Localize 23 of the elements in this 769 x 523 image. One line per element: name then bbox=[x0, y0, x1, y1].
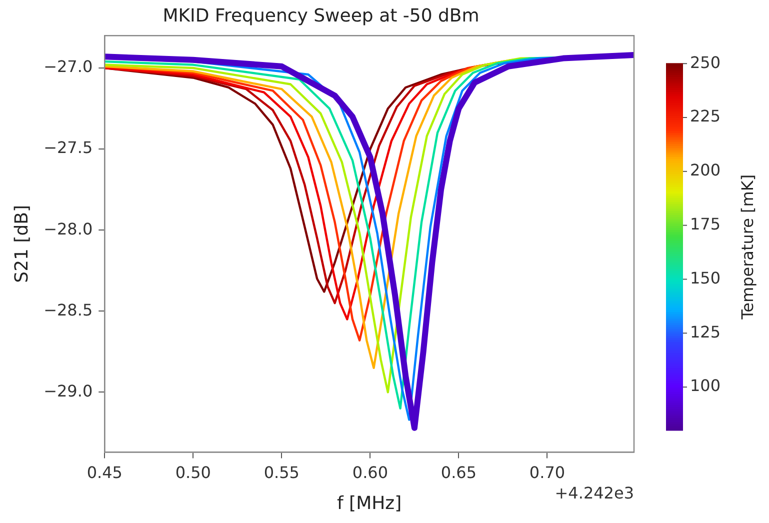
x-tick-label: 0.55 bbox=[264, 462, 300, 482]
color-bar-title: Temperature [mK] bbox=[738, 174, 758, 320]
color-bar-label: 200 bbox=[690, 160, 721, 180]
x-tick-label: 0.50 bbox=[175, 462, 211, 482]
x-tick-label: 0.45 bbox=[86, 462, 122, 482]
y-tick-label: −27.0 bbox=[44, 57, 93, 76]
color-bar-label: 150 bbox=[690, 268, 721, 288]
x-tick-label: 0.70 bbox=[529, 462, 566, 482]
y-tick-label: −28.5 bbox=[44, 300, 93, 320]
color-bar-label: 125 bbox=[690, 322, 721, 342]
text: +4.242e3 bbox=[554, 483, 634, 502]
x-tick-label: 0.60 bbox=[352, 462, 388, 482]
x-tick-label: 0.65 bbox=[440, 462, 477, 482]
chart-title: MKID Frequency Sweep at -50 dBm bbox=[162, 5, 480, 26]
color-bar-label: 225 bbox=[690, 106, 721, 126]
x-axis-title: f [MHz] bbox=[337, 492, 402, 514]
y-tick-label: −27.5 bbox=[44, 138, 93, 158]
color-bar-label: 250 bbox=[690, 52, 721, 72]
y-tick-label: −28.0 bbox=[44, 219, 93, 238]
y-axis-title: S21 [dB] bbox=[11, 204, 32, 283]
color-bar-label: 175 bbox=[690, 214, 721, 234]
color-bar-label: 100 bbox=[690, 376, 721, 396]
y-tick-label: −29.0 bbox=[44, 381, 93, 400]
